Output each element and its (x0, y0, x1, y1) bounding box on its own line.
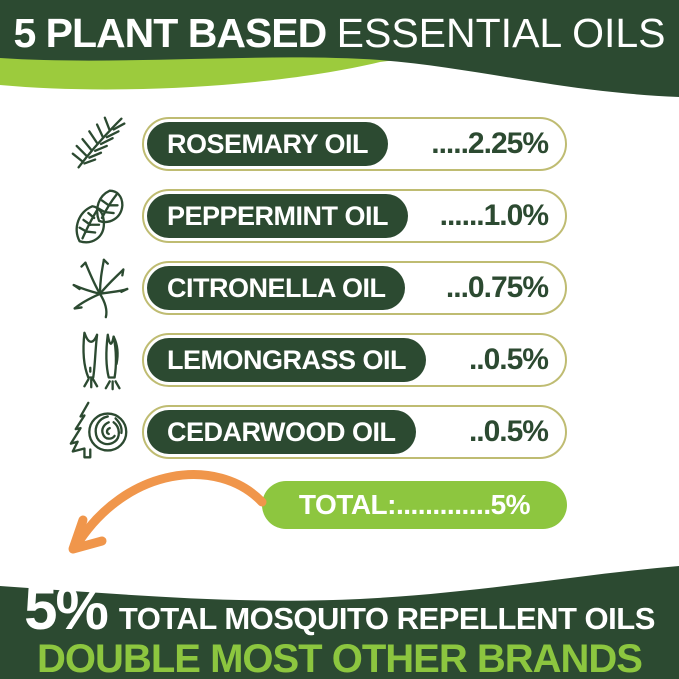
footer-line1-text: TOTAL MOSQUITO REPELLENT OILS (118, 601, 656, 636)
oil-percentage: ...0.75% (445, 271, 549, 304)
oil-name-badge: LEMONGRASS OIL (147, 338, 427, 382)
oil-pill: CEDARWOOD OIL ..0.5% (142, 405, 567, 459)
footer-brands-text: MOST OTHER BRANDS (210, 637, 643, 679)
oil-percentage: ......1.0% (439, 199, 549, 232)
curved-arrow-icon (68, 470, 267, 554)
oil-row-lemongrass: LEMONGRASS OIL ..0.5% (58, 331, 567, 391)
total-badge: TOTAL:.............5% (262, 481, 567, 529)
oil-percentage: ..0.5% (468, 343, 549, 376)
oil-percentage: .....2.25% (431, 127, 549, 160)
oil-pill: CITRONELLA OIL ...0.75% (142, 261, 567, 315)
page-title-light: ESSENTIAL OILS (336, 10, 666, 56)
oil-name-badge: CITRONELLA OIL (147, 266, 406, 310)
oil-row-citronella: CITRONELLA OIL ...0.75% (58, 258, 567, 319)
oil-name-badge: PEPPERMINT OIL (147, 194, 409, 238)
footer-line-1: 5% TOTAL MOSQUITO REPELLENT OILS (0, 574, 679, 643)
oil-pill: PEPPERMINT OIL ......1.0% (142, 189, 567, 243)
oil-percentage: ..0.5% (468, 415, 549, 448)
oil-row-peppermint: PEPPERMINT OIL ......1.0% (58, 189, 567, 244)
citronella-plant-icon (58, 248, 142, 328)
oil-name-badge: CEDARWOOD OIL (147, 410, 416, 454)
footer-dark-band (0, 566, 679, 679)
peppermint-leaves-icon (58, 176, 142, 256)
footer-double-text: DOUBLE (37, 637, 201, 679)
oil-pill: LEMONGRASS OIL ..0.5% (142, 333, 567, 387)
footer-percent: 5% (24, 575, 109, 642)
footer-claims: 5% TOTAL MOSQUITO REPELLENT OILS DOUBLE … (0, 574, 679, 679)
oil-row-cedarwood: CEDARWOOD OIL ..0.5% (58, 401, 567, 459)
cedarwood-tree-icon (58, 392, 142, 472)
header-dark-band (0, 0, 679, 97)
oil-name-badge: ROSEMARY OIL (147, 122, 389, 166)
page-title: 5 PLANT BASED ESSENTIAL OILS (0, 10, 679, 57)
page-title-bold: 5 PLANT BASED (13, 10, 327, 56)
oil-row-rosemary: ROSEMARY OIL .....2.25% (58, 116, 567, 171)
footer-line-2: DOUBLE MOST OTHER BRANDS (0, 637, 679, 679)
oil-pill: ROSEMARY OIL .....2.25% (142, 117, 567, 171)
header-wave-graphic (0, 0, 679, 97)
rosemary-sprig-icon (58, 104, 142, 184)
lemongrass-stalks-icon (58, 320, 142, 400)
